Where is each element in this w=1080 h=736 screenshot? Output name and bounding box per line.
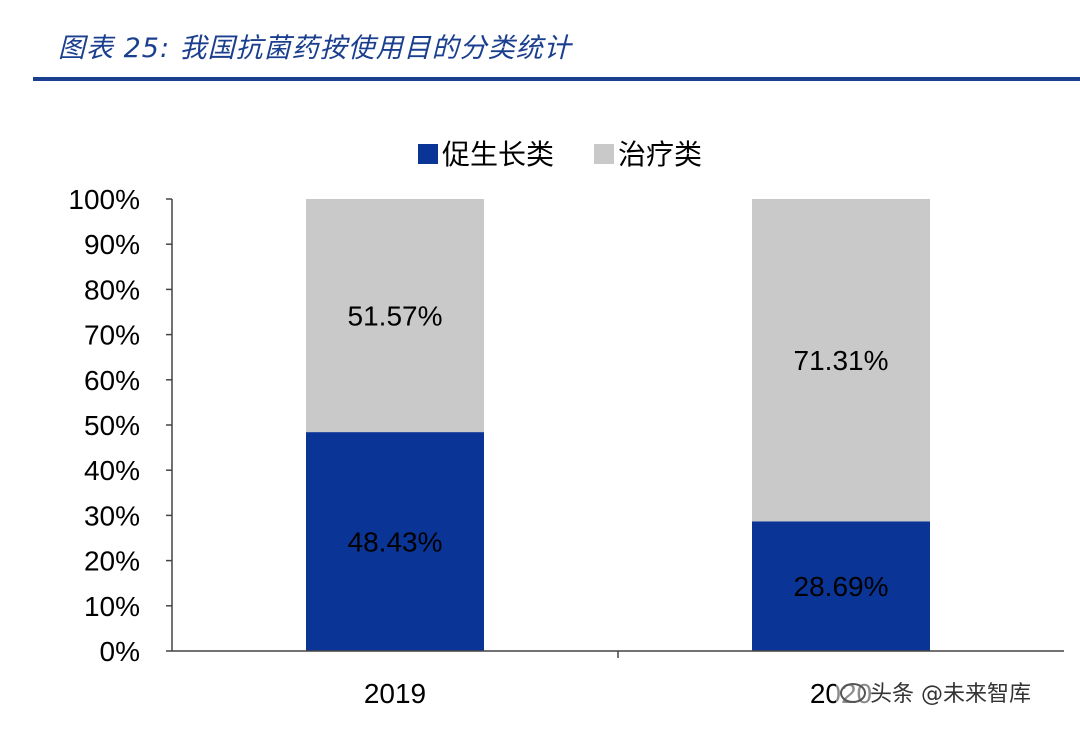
title-divider [33,77,1080,81]
data-label: 48.43% [348,527,443,558]
y-tick-label: 60% [84,365,140,396]
legend-label: 治疗类 [618,139,702,170]
x-tick-label: 2019 [364,678,426,709]
chat-bubble-icon [840,683,866,703]
y-tick-label: 30% [84,500,140,531]
data-label: 51.57% [348,301,443,332]
y-tick-label: 100% [68,184,140,215]
y-tick-label: 40% [84,455,140,486]
legend-label: 促生长类 [442,139,554,170]
bar-segment [306,199,484,433]
legend: 促生长类 治疗类 [418,139,702,170]
y-axis: 0% 10% 20% 30% 40% 50% 60% 70% 80% 90% 100% [68,184,173,667]
watermark-text: 头条 @未来智库 [870,682,1031,707]
y-tick-label: 70% [84,320,140,351]
y-tick-label: 90% [84,229,140,260]
bar-segment [752,199,930,522]
legend-swatch [418,144,438,164]
data-label: 71.31% [794,345,889,376]
y-tick-label: 80% [84,274,140,305]
data-label: 28.69% [794,571,889,602]
bars: 48.43% 51.57% 28.69% 71.31% [306,199,930,651]
y-tick-label: 0% [100,636,140,667]
bar-segment [752,521,930,651]
legend-swatch [594,144,614,164]
figure-title: 图表 25: 我国抗菌药按使用目的分类统计 [58,33,572,64]
watermark: 头条 @未来智库 [836,676,1035,708]
y-tick-label: 50% [84,410,140,441]
y-tick-label: 10% [84,591,140,622]
bar-segment [306,432,484,651]
y-tick-label: 20% [84,546,140,577]
